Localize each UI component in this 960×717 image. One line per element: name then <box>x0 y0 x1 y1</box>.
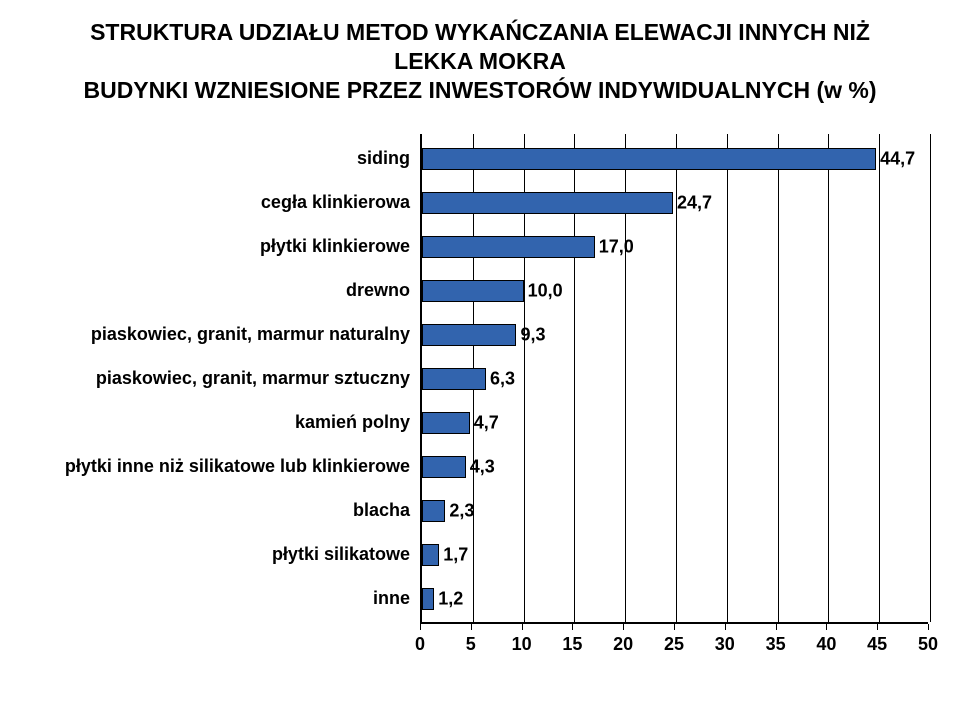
plot-area: 44,7 24,7 17,0 10,0 9,3 6,3 4,7 4,3 2,3 1,7 1,2 <box>420 134 928 624</box>
bar <box>422 500 445 522</box>
gridline <box>930 134 931 622</box>
category-label: płytki inne niż silikatowe lub klinkiero… <box>20 457 410 476</box>
x-tick <box>420 624 421 630</box>
bar-row: 6,3 <box>422 368 928 390</box>
bar-row: 9,3 <box>422 324 928 346</box>
x-axis-label: 15 <box>562 634 582 655</box>
bar-value: 4,7 <box>474 413 499 434</box>
bar-value: 4,3 <box>470 457 495 478</box>
bar <box>422 588 434 610</box>
x-axis-label: 10 <box>512 634 532 655</box>
x-tick <box>725 624 726 630</box>
category-label: blacha <box>20 501 410 520</box>
bar-row: 1,2 <box>422 588 928 610</box>
bar <box>422 544 439 566</box>
x-axis-label: 25 <box>664 634 684 655</box>
bar <box>422 324 516 346</box>
category-label: inne <box>20 589 410 608</box>
bar-value: 9,3 <box>520 325 545 346</box>
category-label: płytki klinkierowe <box>20 237 410 256</box>
x-tick <box>522 624 523 630</box>
title-line-2: LEKKA MOKRA <box>394 48 566 74</box>
page: STRUKTURA UDZIAŁU METOD WYKAŃCZANIA ELEW… <box>0 0 960 717</box>
bar <box>422 456 466 478</box>
bar-row: 4,3 <box>422 456 928 478</box>
bar-row: 24,7 <box>422 192 928 214</box>
category-label: piaskowiec, granit, marmur naturalny <box>20 325 410 344</box>
bar-value: 6,3 <box>490 369 515 390</box>
x-axis-label: 35 <box>766 634 786 655</box>
category-label: cegła klinkierowa <box>20 193 410 212</box>
bar <box>422 280 524 302</box>
x-axis-label: 45 <box>867 634 887 655</box>
x-tick <box>572 624 573 630</box>
bar <box>422 192 673 214</box>
x-axis-label: 0 <box>415 634 425 655</box>
bar <box>422 148 876 170</box>
bar-value: 1,7 <box>443 545 468 566</box>
bar-row: 1,7 <box>422 544 928 566</box>
bar <box>422 368 486 390</box>
x-axis-label: 50 <box>918 634 938 655</box>
x-tick <box>776 624 777 630</box>
bar-row: 44,7 <box>422 148 928 170</box>
bar <box>422 412 470 434</box>
title-line-1: STRUKTURA UDZIAŁU METOD WYKAŃCZANIA ELEW… <box>90 19 870 45</box>
bar-row: 17,0 <box>422 236 928 258</box>
category-label: płytki silikatowe <box>20 545 410 564</box>
bar-value: 1,2 <box>438 589 463 610</box>
chart-title: STRUKTURA UDZIAŁU METOD WYKAŃCZANIA ELEW… <box>20 18 940 104</box>
x-axis-label: 40 <box>816 634 836 655</box>
bar-value: 24,7 <box>677 193 712 214</box>
x-axis-label: 5 <box>466 634 476 655</box>
bar <box>422 236 595 258</box>
x-axis-label: 30 <box>715 634 735 655</box>
x-tick <box>928 624 929 630</box>
bar-row: 4,7 <box>422 412 928 434</box>
category-label: kamień polny <box>20 413 410 432</box>
bar-row: 10,0 <box>422 280 928 302</box>
x-tick <box>826 624 827 630</box>
x-tick <box>674 624 675 630</box>
bar-chart: 44,7 24,7 17,0 10,0 9,3 6,3 4,7 4,3 2,3 1,7 1,2 0 5 1… <box>20 134 940 674</box>
category-label: drewno <box>20 281 410 300</box>
bar-value: 10,0 <box>528 281 563 302</box>
x-tick <box>623 624 624 630</box>
bar-row: 2,3 <box>422 500 928 522</box>
title-line-3: BUDYNKI WZNIESIONE PRZEZ INWESTORÓW INDY… <box>83 77 876 103</box>
x-axis-label: 20 <box>613 634 633 655</box>
x-tick <box>471 624 472 630</box>
bar-value: 17,0 <box>599 237 634 258</box>
x-tick <box>877 624 878 630</box>
bar-value: 2,3 <box>449 501 474 522</box>
category-label: piaskowiec, granit, marmur sztuczny <box>20 369 410 388</box>
category-label: siding <box>20 149 410 168</box>
bar-value: 44,7 <box>880 149 915 170</box>
